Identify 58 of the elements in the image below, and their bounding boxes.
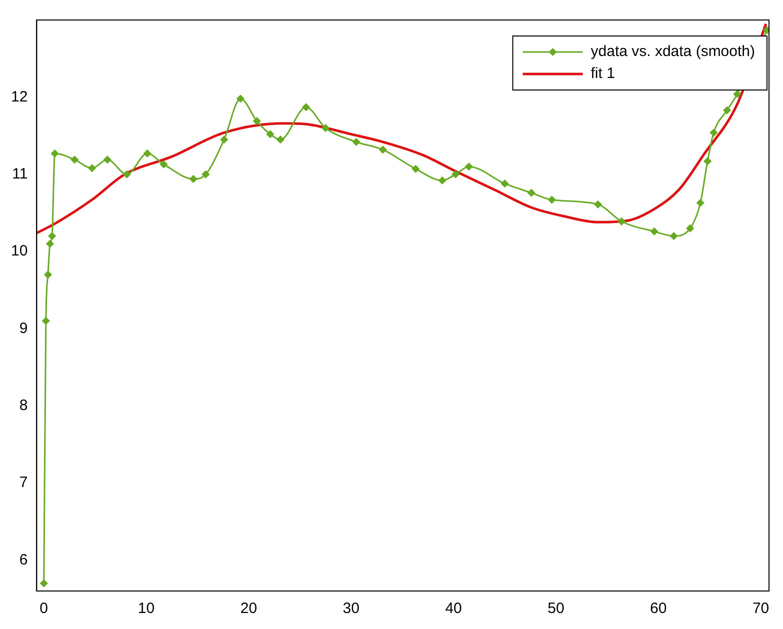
line-series	[36, 22, 768, 234]
point	[276, 136, 284, 144]
point	[40, 580, 48, 588]
point	[412, 165, 420, 173]
y-tick-label: 7	[19, 474, 28, 492]
point	[42, 317, 50, 325]
point	[452, 170, 460, 178]
point	[160, 160, 168, 168]
point	[352, 138, 360, 146]
point	[70, 156, 78, 164]
point	[438, 176, 446, 184]
y-tick-label: 11	[12, 165, 28, 182]
point	[379, 146, 387, 154]
point	[696, 199, 704, 207]
point	[236, 94, 244, 102]
point	[46, 240, 54, 248]
point	[190, 175, 198, 183]
point	[704, 157, 712, 165]
point	[123, 170, 131, 178]
legend-label: ydata vs. xdata (smooth)	[590, 43, 756, 60]
x-tick-label: 40	[445, 600, 462, 618]
point	[104, 156, 112, 164]
y-tick-label: 10	[10, 242, 28, 260]
point	[220, 136, 228, 144]
point	[266, 130, 274, 138]
point	[650, 228, 658, 236]
point	[618, 218, 626, 226]
point	[51, 150, 59, 158]
point	[302, 103, 310, 111]
x-tick-label: 30	[342, 600, 360, 618]
point	[465, 162, 473, 170]
x-tick-label: 70	[752, 600, 770, 618]
y-tick-label: 8	[19, 396, 28, 414]
point	[501, 180, 508, 188]
point	[710, 128, 718, 136]
point	[253, 117, 261, 125]
x-tick-label: 50	[548, 600, 564, 618]
point	[44, 270, 52, 278]
point	[548, 196, 556, 204]
point	[322, 124, 330, 132]
x-tick-label: 10	[138, 600, 155, 618]
x-tick-label: 60	[650, 600, 667, 618]
point	[202, 170, 210, 178]
x-tick-label: 20	[240, 600, 258, 618]
point	[723, 106, 731, 114]
y-tick-label: 12	[10, 88, 28, 106]
point	[528, 189, 536, 197]
y-tick-label: 9	[19, 320, 28, 337]
point	[594, 200, 602, 208]
point	[686, 224, 694, 232]
point	[144, 150, 152, 158]
y-tick-label: 6	[19, 551, 28, 568]
point	[48, 232, 56, 240]
point	[734, 90, 741, 98]
legend-label: fit 1	[590, 65, 615, 82]
x-tick-label: 0	[40, 600, 48, 618]
point	[88, 164, 96, 172]
point	[670, 232, 678, 240]
